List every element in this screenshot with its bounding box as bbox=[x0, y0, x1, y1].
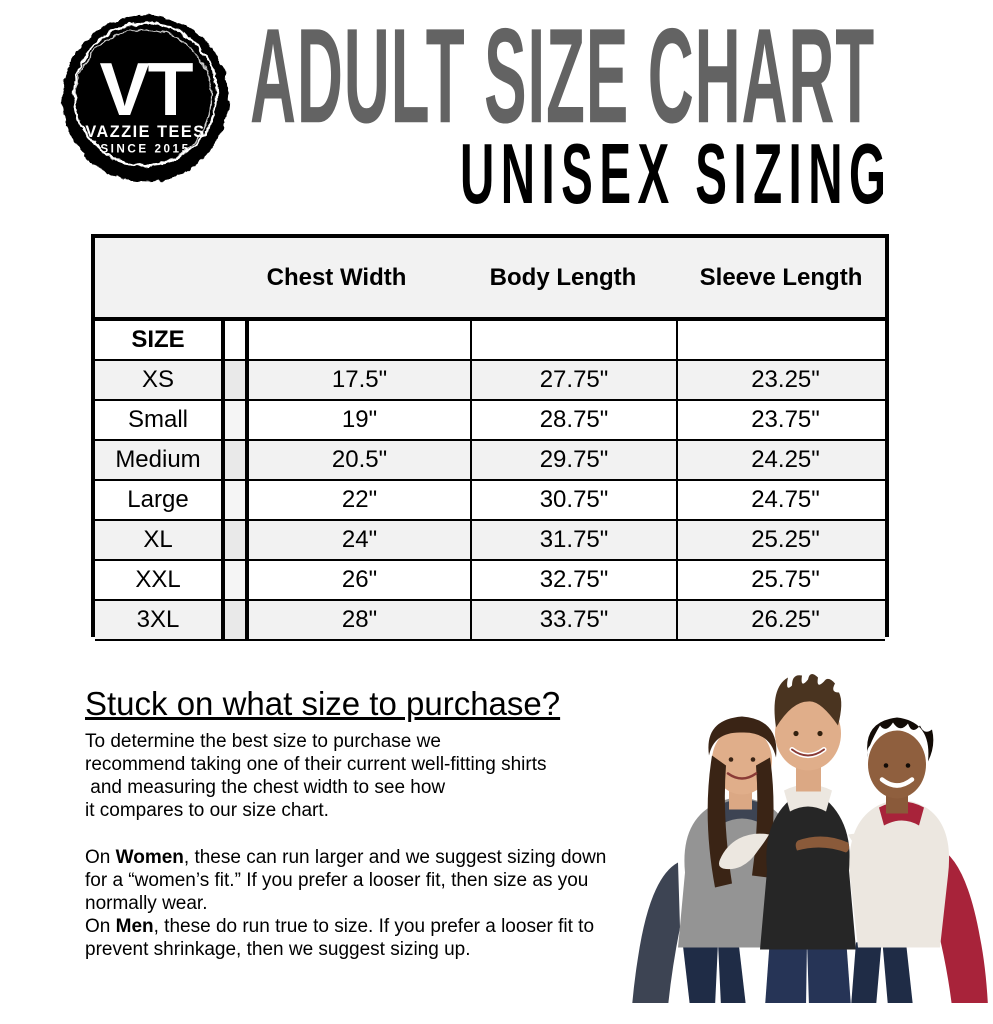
svg-text:VAZZIE TEES: VAZZIE TEES bbox=[85, 123, 205, 141]
svg-text:SINCE 2015: SINCE 2015 bbox=[100, 142, 190, 155]
svg-text:VT: VT bbox=[99, 47, 193, 131]
